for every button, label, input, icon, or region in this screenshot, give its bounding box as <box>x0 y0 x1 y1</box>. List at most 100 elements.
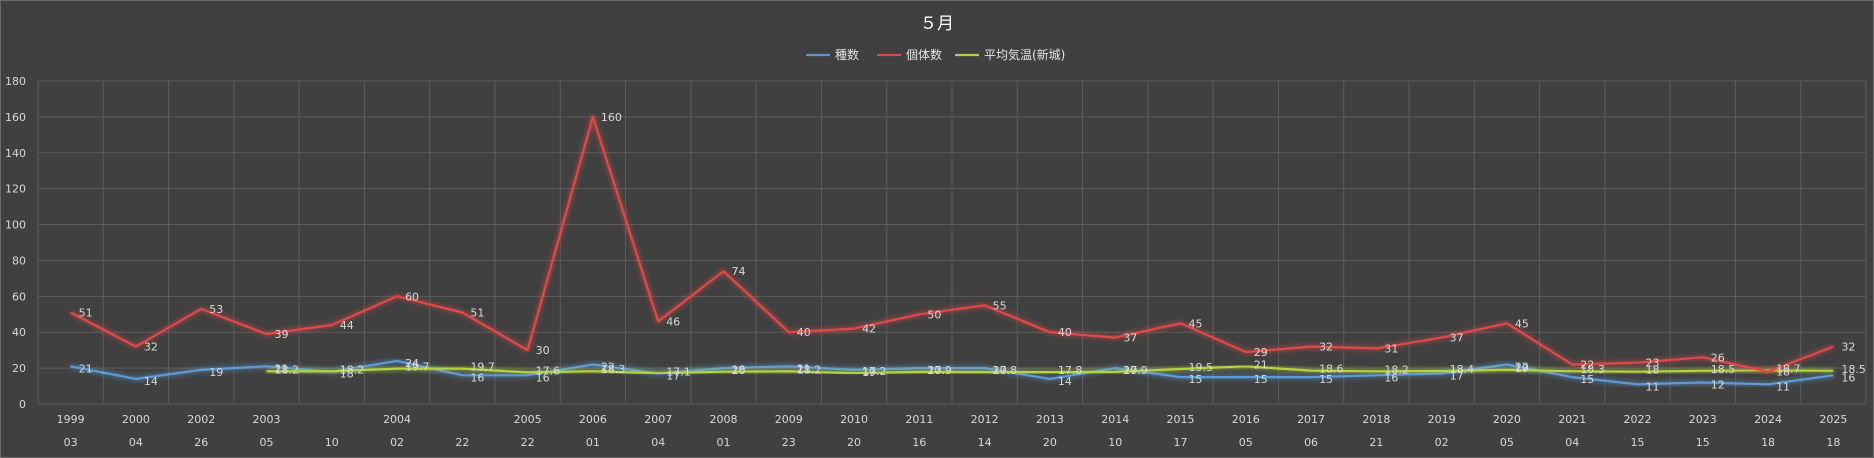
data-label: 22 <box>601 361 615 374</box>
y-tick-label: 120 <box>5 183 26 196</box>
data-label: 24 <box>405 357 419 370</box>
data-label: 18.4 <box>1450 363 1475 376</box>
series-line-2 <box>266 365 1834 375</box>
x-tick-year: 2008 <box>710 413 738 426</box>
x-tick-year: 2021 <box>1558 413 1586 426</box>
data-label: 11 <box>1776 380 1790 393</box>
data-label: 19 <box>862 366 876 379</box>
data-label: 21 <box>797 362 811 375</box>
x-tick-year: 2018 <box>1362 413 1390 426</box>
y-tick-label: 40 <box>12 326 26 339</box>
data-label: 18.3 <box>601 363 626 376</box>
x-tick-day: 20 <box>1043 436 1057 449</box>
x-tick-day: 15 <box>1631 436 1645 449</box>
gridlines <box>37 80 1867 405</box>
x-tick-year: 2007 <box>644 413 672 426</box>
data-label: 18.5 <box>1841 363 1866 376</box>
x-tick-day: 10 <box>1108 436 1122 449</box>
x-tick-day: 20 <box>847 436 861 449</box>
x-tick-year: 2022 <box>1624 413 1652 426</box>
data-label: 14 <box>144 375 158 388</box>
legend-entry: 種数 <box>835 47 859 62</box>
x-tick-year: 2011 <box>905 413 933 426</box>
data-label: 21 <box>275 362 289 375</box>
x-tick-day: 05 <box>260 436 274 449</box>
data-label: 42 <box>862 323 876 336</box>
x-tick-day: 18 <box>1761 436 1775 449</box>
data-label: 22 <box>1580 359 1594 372</box>
data-label: 32 <box>144 341 158 354</box>
data-label: 19.7 <box>405 361 430 374</box>
data-label: 23 <box>1646 357 1660 370</box>
data-label: 17.2 <box>862 365 887 378</box>
data-label: 18 <box>1776 366 1790 379</box>
x-tick-day: 18 <box>1826 436 1840 449</box>
data-label: 19.7 <box>470 361 495 374</box>
x-tick-year: 2002 <box>187 413 215 426</box>
data-label: 31 <box>1384 342 1398 355</box>
data-label: 18 <box>1646 364 1660 377</box>
x-tick-day: 05 <box>1500 436 1514 449</box>
data-label: 21 <box>79 362 93 375</box>
y-tick-label: 140 <box>5 147 26 160</box>
data-label: 46 <box>666 315 680 328</box>
x-tick-year: 2025 <box>1819 413 1847 426</box>
x-tick-year: 2003 <box>253 413 281 426</box>
data-label: 21 <box>1254 358 1268 371</box>
data-label: 17.8 <box>1058 364 1083 377</box>
y-tick-label: 60 <box>12 290 26 303</box>
x-tick-year: 2005 <box>514 413 542 426</box>
data-label: 18.7 <box>1776 362 1801 375</box>
data-label: 20 <box>732 364 746 377</box>
data-label: 39 <box>275 328 289 341</box>
data-label: 17.9 <box>1123 364 1148 377</box>
data-label: 11 <box>1646 380 1660 393</box>
chart-title: ５月 <box>920 14 954 34</box>
y-tick-label: 180 <box>5 75 26 88</box>
x-tick-day: 04 <box>129 436 143 449</box>
data-label: 18.3 <box>1580 363 1605 376</box>
data-label: 74 <box>732 265 746 278</box>
x-tick-year: 2010 <box>840 413 868 426</box>
x-tick-day: 06 <box>1304 436 1318 449</box>
x-axis: 1999 2000 2002 2003 2004 2005 2006 2007 2008 2009… <box>57 413 1848 449</box>
x-tick-day: 05 <box>1239 436 1253 449</box>
data-label: 18 <box>340 368 354 381</box>
x-tick-year: 2013 <box>1036 413 1064 426</box>
x-tick-day: 14 <box>978 436 992 449</box>
data-label: 44 <box>340 319 354 332</box>
y-tick-label: 160 <box>5 111 26 124</box>
data-label: 20 <box>927 364 941 377</box>
data-label: 17.9 <box>927 364 952 377</box>
x-tick-year: 2016 <box>1232 413 1260 426</box>
data-label: 16 <box>1384 371 1398 384</box>
data-labels: 21 14 19 21 18 24 16 16 22 17 20 21 19 20 20 14 20 15 15 15… <box>79 111 1866 393</box>
data-label: 16 <box>536 371 550 384</box>
x-tick-day: 15 <box>1696 436 1710 449</box>
x-tick-day: 01 <box>717 436 731 449</box>
x-tick-day: 04 <box>651 436 665 449</box>
series-lines <box>70 115 1834 386</box>
y-tick-label: 80 <box>12 254 26 267</box>
data-label: 18.6 <box>1319 363 1344 376</box>
x-tick-year: 2006 <box>579 413 607 426</box>
data-label: 50 <box>927 308 941 321</box>
data-label: 51 <box>79 306 93 319</box>
data-label: 160 <box>601 111 622 124</box>
data-label: 55 <box>993 299 1007 312</box>
x-tick-day: 23 <box>782 436 796 449</box>
data-label: 17.6 <box>536 364 561 377</box>
data-label: 19 <box>209 366 223 379</box>
x-tick-day: 21 <box>1369 436 1383 449</box>
x-tick-year: 2019 <box>1428 413 1456 426</box>
data-label: 60 <box>405 290 419 303</box>
data-label: 18.2 <box>340 363 365 376</box>
y-axis: 0 20 40 60 80 100 120 140 160 180 <box>5 75 26 411</box>
data-label: 15 <box>1319 373 1333 386</box>
data-label: 18.2 <box>797 363 822 376</box>
series-line-1 <box>70 115 1834 373</box>
data-label: 32 <box>1841 341 1855 354</box>
x-tick-year: 1999 <box>57 413 85 426</box>
data-label: 53 <box>209 303 223 316</box>
